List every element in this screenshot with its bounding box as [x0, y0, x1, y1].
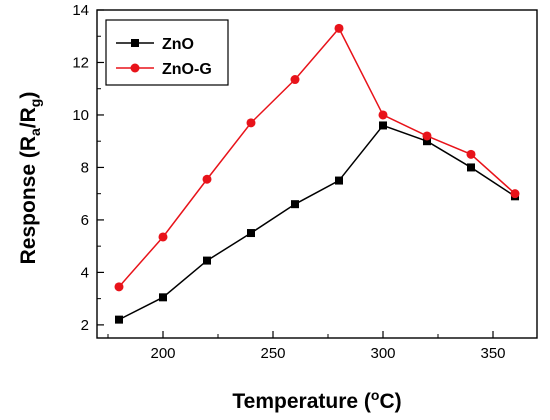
data-point-zno — [203, 256, 211, 265]
data-point-zno — [335, 176, 343, 185]
legend-marker-zno-g — [130, 63, 140, 73]
data-point-zno-g — [334, 23, 344, 33]
y-axis-title-mid: /R — [17, 107, 40, 128]
axis-ticks: 200 250 300 350 2 4 6 8 10 12 14 — [72, 2, 505, 362]
data-point-zno-g — [422, 131, 432, 141]
data-point-zno — [115, 315, 123, 324]
y-tick-label: 10 — [72, 107, 89, 124]
y-axis-title-prefix: Response (R — [17, 136, 40, 264]
series-layer — [114, 23, 520, 324]
x-tick-label: 350 — [480, 345, 505, 362]
plot-frame — [96, 9, 538, 339]
x-tick-label: 200 — [150, 345, 175, 362]
data-point-zno-g — [246, 118, 256, 128]
x-tick-label: 300 — [370, 345, 395, 362]
y-tick-label: 6 — [81, 212, 89, 229]
data-point-zno-g — [114, 282, 124, 292]
x-axis-title-suffix: C) — [379, 390, 401, 413]
y-tick-label: 8 — [81, 159, 89, 176]
y-axis-title-sub-g: g — [27, 99, 43, 108]
data-point-zno — [467, 163, 475, 172]
data-point-zno-g — [510, 189, 520, 199]
legend-marker-zno — [131, 39, 139, 47]
y-axis-title-suffix: ) — [17, 92, 40, 99]
y-tick-label: 12 — [72, 54, 89, 71]
data-point-zno-g — [290, 75, 300, 85]
series-line-zno — [118, 124, 516, 321]
data-point-zno — [159, 293, 167, 302]
series-line-zno-g — [118, 27, 516, 288]
x-tick-label: 250 — [260, 345, 285, 362]
x-axis-title-degree: o — [371, 387, 380, 403]
data-point-zno — [247, 229, 255, 238]
data-point-zno-g — [466, 149, 476, 159]
data-point-zno-g — [378, 110, 388, 120]
y-axis-title: Response (Ra/Rg) — [17, 92, 43, 265]
legend: ZnO ZnO-G — [105, 19, 229, 86]
x-axis-title: Temperature (oC) — [232, 387, 401, 413]
y-tick-label: 4 — [81, 264, 89, 281]
y-tick-label: 2 — [81, 317, 89, 334]
legend-label-zno: ZnO — [162, 36, 194, 53]
y-tick-label: 14 — [72, 2, 89, 19]
legend-label-zno-g: ZnO-G — [162, 61, 212, 78]
data-point-zno — [291, 200, 299, 209]
data-point-zno-g — [202, 174, 212, 184]
data-point-zno — [379, 121, 387, 130]
data-point-zno-g — [158, 232, 168, 242]
x-axis-title-prefix: Temperature ( — [232, 390, 370, 413]
legend-box — [105, 19, 229, 86]
y-axis-title-sub-a: a — [27, 128, 43, 136]
data-point-zno — [423, 137, 431, 146]
